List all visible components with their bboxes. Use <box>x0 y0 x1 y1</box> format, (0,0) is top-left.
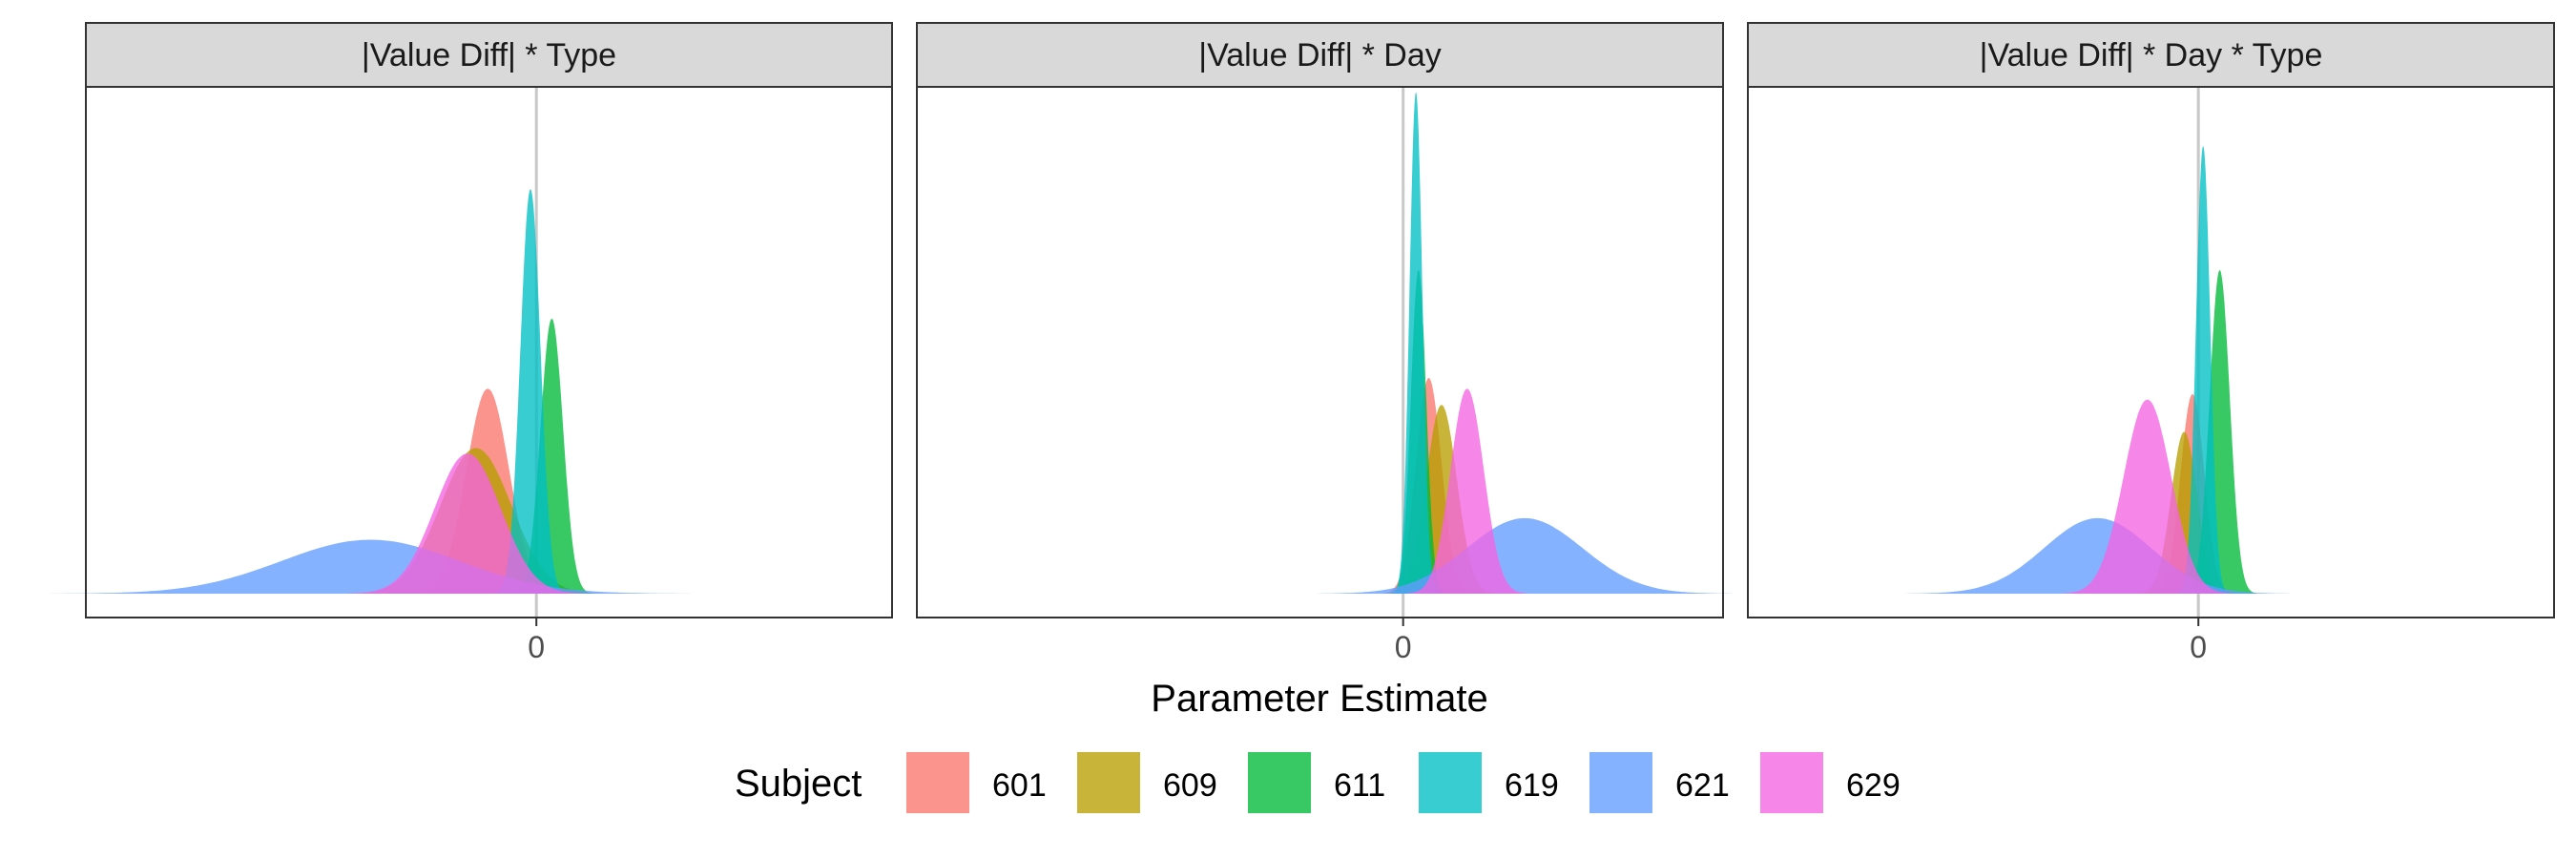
density-611 <box>2183 270 2256 594</box>
legend-swatch <box>1419 752 1482 813</box>
legend-label: 601 <box>992 767 1047 804</box>
density-609 <box>1386 405 1497 594</box>
panel-border <box>916 86 1724 618</box>
panel-border <box>85 86 893 618</box>
facet-panel: |Value Diff| * Type 0 <box>50 22 893 664</box>
facet-title: |Value Diff| * Day <box>1198 37 1442 73</box>
legend-swatch <box>1248 752 1311 813</box>
facet-strip <box>916 22 1724 88</box>
density-619 <box>1393 92 1440 594</box>
density-621 <box>1317 517 1733 594</box>
facet-title: |Value Diff| * Type <box>362 37 616 73</box>
density-619 <box>494 189 567 595</box>
density-629 <box>2062 399 2233 594</box>
legend-label: 629 <box>1846 767 1901 804</box>
legend-item-629: 629 <box>1760 752 1901 813</box>
density-609 <box>2137 431 2232 594</box>
facet-panel: |Value Diff| * Day 0 <box>916 22 1733 664</box>
facet-panel: |Value Diff| * Day * Type 0 <box>1747 22 2555 664</box>
density-621 <box>50 539 691 594</box>
panel-border <box>1747 86 2555 618</box>
legend-title: Subject <box>735 763 862 805</box>
facet-strip <box>1747 22 2555 88</box>
density-611 <box>510 318 592 594</box>
legend-swatch <box>1077 752 1140 813</box>
legend-item-611: 611 <box>1248 752 1385 813</box>
x-tick-label: 0 <box>528 630 545 664</box>
density-619 <box>2177 146 2229 594</box>
legend-item-619: 619 <box>1419 752 1559 813</box>
legend-item-621: 621 <box>1589 752 1730 813</box>
x-axis-title: Parameter Estimate <box>1151 678 1487 720</box>
legend-swatch <box>906 752 969 813</box>
density-621 <box>1905 517 2290 594</box>
x-tick-label: 0 <box>1395 630 1412 664</box>
legend: Subject 601 609 611 619 621 629 <box>735 752 1901 813</box>
density-629 <box>347 453 588 594</box>
facet-strip <box>85 22 893 88</box>
legend-label: 619 <box>1505 767 1559 804</box>
legend-swatch <box>1589 752 1652 813</box>
legend-item-601: 601 <box>906 752 1047 813</box>
legend-label: 609 <box>1163 767 1217 804</box>
legend-swatch <box>1760 752 1823 813</box>
legend-label: 621 <box>1675 767 1730 804</box>
legend-item-609: 609 <box>1077 752 1217 813</box>
facet-title: |Value Diff| * Day * Type <box>1980 37 2323 73</box>
legend-label: 611 <box>1334 767 1385 804</box>
plot-background <box>917 87 1723 618</box>
x-tick-label: 0 <box>2190 630 2207 664</box>
density-629 <box>1407 388 1527 594</box>
